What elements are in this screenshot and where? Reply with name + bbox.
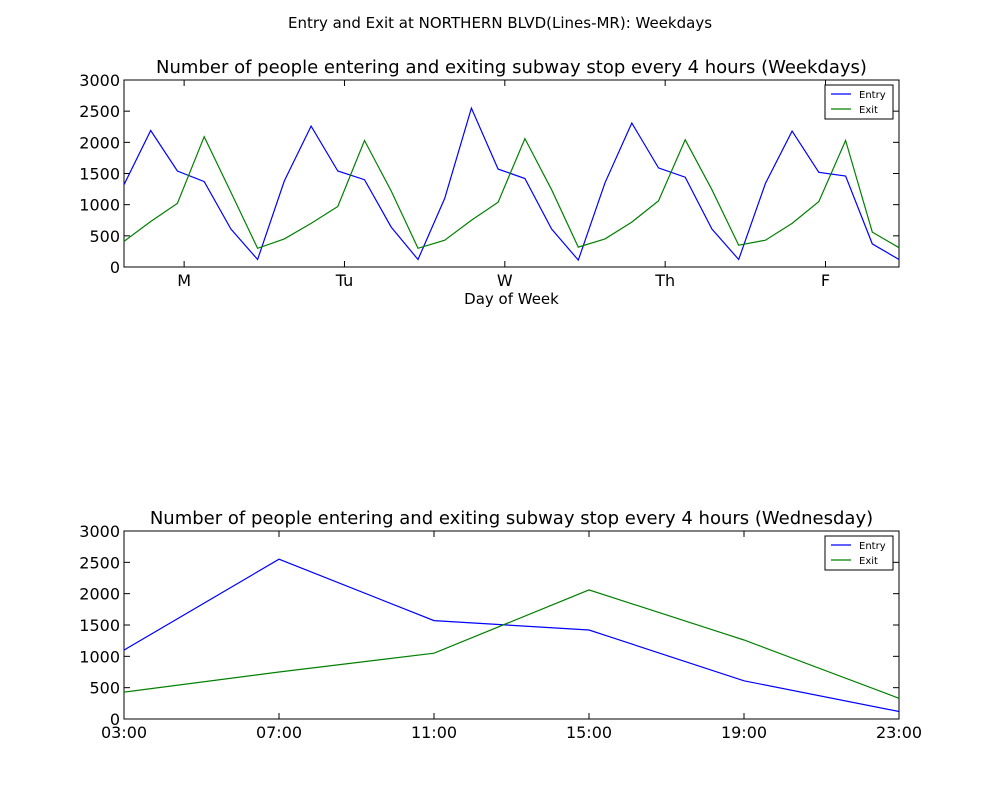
wednesday-chart-title: Number of people entering and exiting su… (150, 508, 873, 529)
weekdays-ytick-label: 1500 (79, 165, 120, 184)
wednesday-legend-label-entry: Entry (859, 541, 886, 552)
wednesday-xtick-label: 11:00 (411, 723, 457, 742)
weekdays-xtick-label: W (497, 271, 513, 290)
weekdays-legend-box (824, 84, 894, 120)
wednesday-ytick-label: 0 (110, 710, 120, 729)
wednesday-ytick-label: 2000 (79, 585, 120, 604)
wednesday-xtick-label: 15:00 (566, 723, 612, 742)
weekdays-xaxis-label: Day of Week (464, 290, 559, 308)
wednesday-series-entry-line (123, 558, 900, 713)
weekdays-ytick-label: 2500 (79, 102, 120, 121)
weekdays-ytick-label: 500 (89, 227, 120, 246)
weekdays-xtick-label: Th (654, 271, 675, 290)
weekdays-legend: Entry Exit (824, 84, 894, 120)
wednesday-legend-label-exit: Exit (859, 556, 878, 567)
wednesday-legend-box (824, 535, 894, 571)
weekdays-xtick-label: M (177, 271, 191, 290)
wednesday-series-exit-line (123, 589, 900, 699)
wednesday-ytick-label: 3000 (79, 522, 120, 541)
wednesday-chart: Number of people entering and exiting su… (79, 508, 922, 742)
wednesday-legend: Entry Exit (824, 535, 894, 571)
weekdays-chart: Number of people entering and exiting su… (79, 57, 900, 308)
weekdays-ytick-label: 2000 (79, 133, 120, 152)
wednesday-ytick-label: 1000 (79, 647, 120, 666)
weekdays-xtick-label: F (821, 271, 830, 290)
wednesday-ytick-label: 500 (89, 679, 120, 698)
weekdays-series-entry-line (123, 106, 900, 262)
wednesday-ytick-label: 2500 (79, 553, 120, 572)
weekdays-legend-label-exit: Exit (859, 105, 878, 116)
wednesday-ytick-label: 1500 (79, 616, 120, 635)
weekdays-series-exit-line (123, 135, 900, 250)
wednesday-xtick-label: 07:00 (256, 723, 302, 742)
wednesday-xtick-label: 23:00 (876, 723, 922, 742)
wednesday-xtick-label: 19:00 (721, 723, 767, 742)
figure-suptitle: Entry and Exit at NORTHERN BLVD(Lines-MR… (288, 14, 712, 32)
wednesday-xtick-label: 03:00 (101, 723, 147, 742)
weekdays-legend-label-entry: Entry (859, 90, 886, 101)
weekdays-ytick-label: 0 (110, 258, 120, 277)
weekdays-ytick-label: 1000 (79, 196, 120, 215)
weekdays-chart-title: Number of people entering and exiting su… (156, 57, 867, 78)
weekdays-ytick-label: 3000 (79, 71, 120, 90)
weekdays-xtick-label: Tu (335, 271, 353, 290)
